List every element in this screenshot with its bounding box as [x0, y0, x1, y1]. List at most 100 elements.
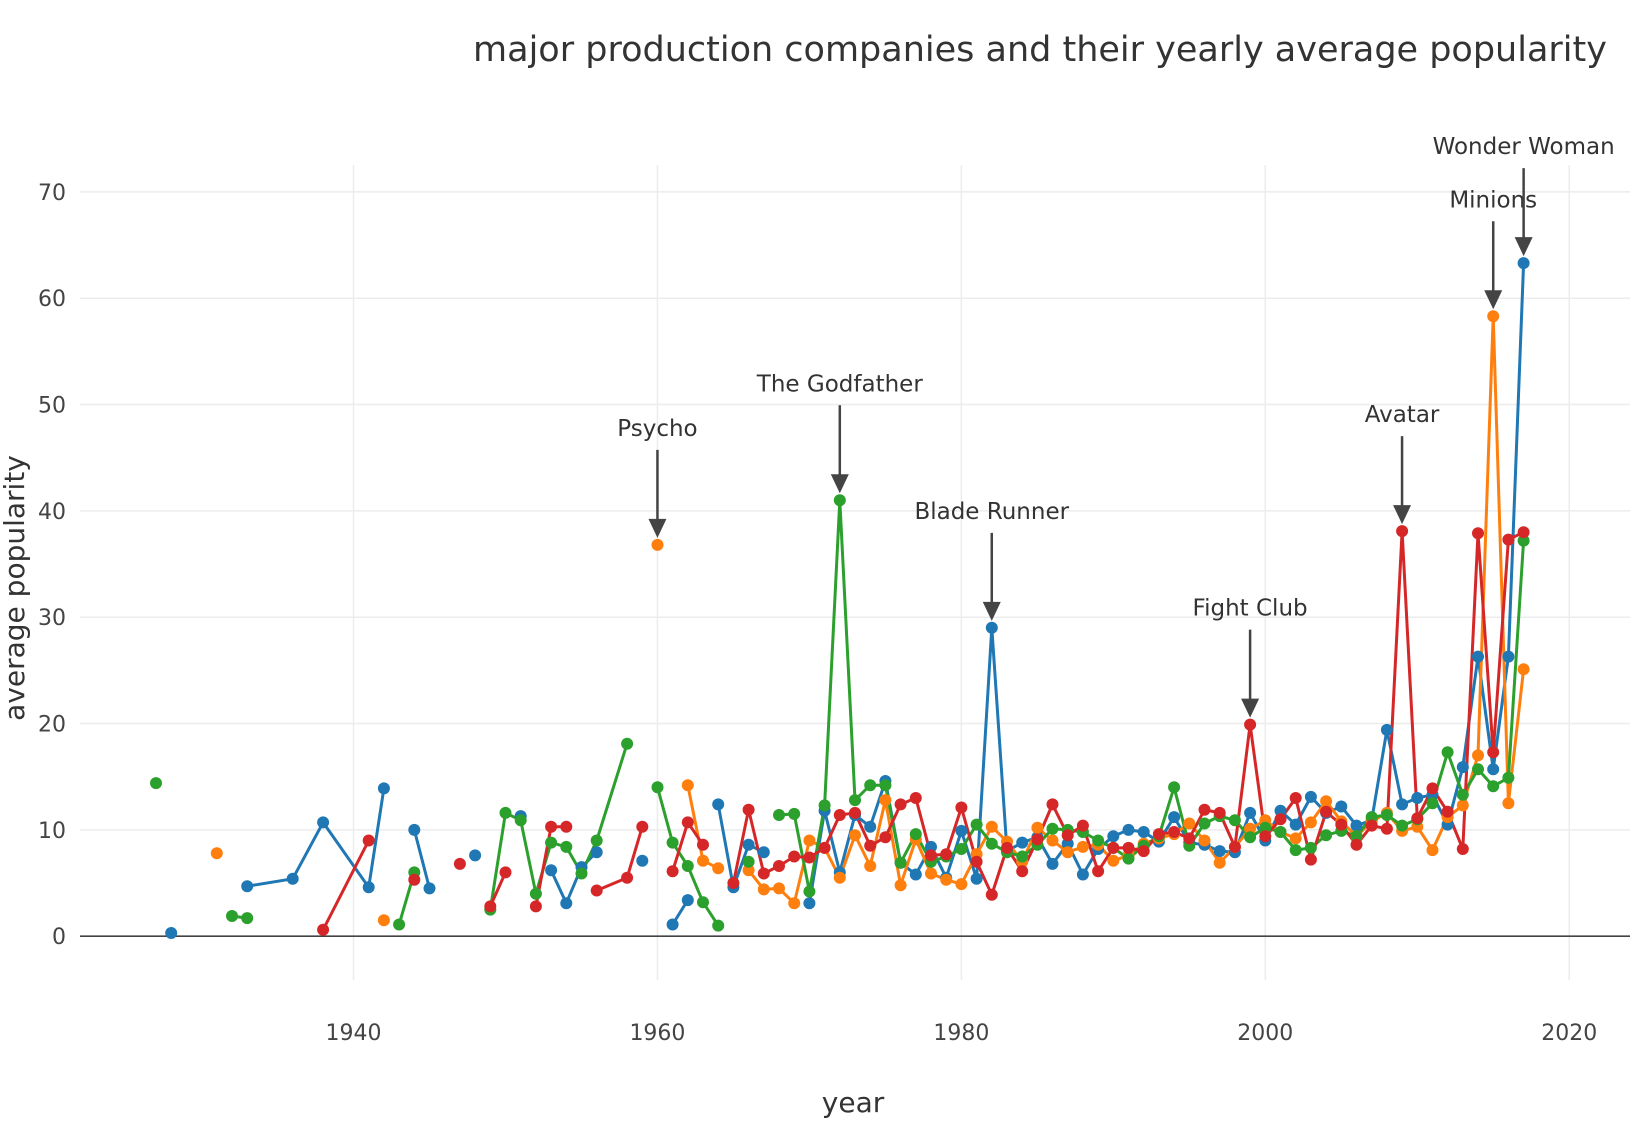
series-point-4[interactable]	[1441, 805, 1454, 818]
series-point-4[interactable]	[803, 851, 816, 864]
series-point-1[interactable]	[681, 894, 694, 907]
series-point-2[interactable]	[697, 854, 709, 867]
series-point-1[interactable]	[1076, 868, 1089, 881]
series-point-4[interactable]	[1076, 819, 1089, 832]
series-point-4[interactable]	[1259, 830, 1272, 843]
series-point-1[interactable]	[1107, 830, 1120, 843]
series-point-3[interactable]	[1365, 811, 1378, 824]
series-point-3[interactable]	[499, 806, 512, 819]
series-point-4[interactable]	[560, 820, 573, 833]
series-point-4[interactable]	[453, 857, 466, 870]
series-point-3[interactable]	[590, 834, 603, 847]
series-point-2[interactable]	[1426, 844, 1439, 857]
series-point-3[interactable]	[1274, 826, 1287, 838]
series-point-4[interactable]	[1502, 533, 1515, 546]
series-point-3[interactable]	[393, 918, 406, 931]
series-point-4[interactable]	[955, 801, 968, 814]
series-point-1[interactable]	[1396, 798, 1409, 811]
series-point-4[interactable]	[1320, 805, 1333, 818]
series-point-1[interactable]	[803, 897, 816, 910]
series-point-3[interactable]	[833, 494, 846, 507]
series-point-4[interactable]	[1487, 746, 1500, 759]
series-point-4[interactable]	[1365, 819, 1378, 832]
series-point-3[interactable]	[651, 781, 664, 794]
series-point-1[interactable]	[864, 820, 877, 833]
series-point-3[interactable]	[712, 919, 725, 932]
series-point-4[interactable]	[1137, 845, 1150, 858]
series-point-4[interactable]	[1228, 840, 1241, 853]
series-point-3[interactable]	[1168, 781, 1181, 794]
series-point-1[interactable]	[636, 854, 649, 867]
series-point-2[interactable]	[879, 794, 892, 807]
series-point-4[interactable]	[849, 806, 861, 819]
series-point-3[interactable]	[1289, 844, 1302, 857]
series-point-2[interactable]	[833, 871, 846, 884]
series-point-3[interactable]	[1502, 771, 1515, 784]
series-point-2[interactable]	[1517, 663, 1530, 676]
series-point-2[interactable]	[925, 867, 937, 880]
series-point-1[interactable]	[1502, 650, 1515, 663]
series-point-4[interactable]	[894, 798, 907, 811]
series-point-4[interactable]	[1456, 843, 1469, 855]
series-point-2[interactable]	[681, 779, 694, 792]
series-point-4[interactable]	[1092, 865, 1105, 878]
series-point-4[interactable]	[499, 866, 512, 879]
series-point-3[interactable]	[575, 867, 588, 880]
series-point-3[interactable]	[697, 896, 709, 909]
series-point-3[interactable]	[1304, 841, 1317, 854]
series-point-4[interactable]	[833, 809, 846, 821]
series-point-2[interactable]	[894, 879, 907, 892]
series-point-2[interactable]	[1289, 832, 1302, 845]
series-point-4[interactable]	[1426, 782, 1439, 795]
series-point-1[interactable]	[1380, 723, 1393, 736]
series-point-4[interactable]	[985, 888, 998, 901]
series-point-2[interactable]	[210, 847, 223, 860]
series-point-1[interactable]	[970, 872, 983, 885]
series-point-4[interactable]	[970, 855, 983, 868]
series-point-1[interactable]	[925, 840, 937, 853]
series-point-2[interactable]	[773, 882, 785, 895]
series-point-2[interactable]	[1320, 795, 1333, 808]
series-point-1[interactable]	[712, 798, 725, 811]
series-point-2[interactable]	[1061, 846, 1074, 859]
series-point-2[interactable]	[788, 897, 801, 910]
series-point-3[interactable]	[150, 777, 162, 790]
series-point-1[interactable]	[985, 621, 998, 634]
series-point-4[interactable]	[1016, 865, 1029, 878]
series-point-3[interactable]	[529, 887, 542, 900]
series-point-3[interactable]	[1198, 817, 1211, 830]
series-point-4[interactable]	[1031, 833, 1044, 846]
series-point-4[interactable]	[788, 850, 801, 863]
series-point-1[interactable]	[560, 897, 573, 910]
series-point-1[interactable]	[1061, 837, 1074, 850]
series-point-4[interactable]	[590, 884, 603, 897]
series-point-4[interactable]	[317, 923, 330, 936]
series-point-3[interactable]	[1244, 831, 1257, 844]
series-point-2[interactable]	[1198, 834, 1211, 847]
series-point-2[interactable]	[742, 864, 755, 877]
series-point-2[interactable]	[1456, 799, 1469, 812]
series-point-4[interactable]	[681, 816, 694, 829]
series-point-2[interactable]	[955, 878, 968, 891]
series-point-3[interactable]	[1517, 534, 1530, 547]
series-point-2[interactable]	[1244, 822, 1257, 835]
series-point-3[interactable]	[970, 818, 983, 831]
series-point-2[interactable]	[940, 873, 953, 886]
series-point-1[interactable]	[1016, 836, 1029, 849]
series-point-3[interactable]	[849, 794, 861, 807]
series-point-3[interactable]	[985, 837, 998, 850]
series-point-1[interactable]	[469, 849, 482, 862]
series-point-3[interactable]	[681, 860, 694, 872]
series-point-4[interactable]	[1152, 828, 1165, 841]
series-point-1[interactable]	[1517, 257, 1530, 270]
series-point-1[interactable]	[1244, 806, 1257, 819]
series-point-2[interactable]	[712, 862, 725, 875]
series-point-3[interactable]	[1092, 834, 1105, 847]
series-point-1[interactable]	[1274, 804, 1287, 817]
series-point-1[interactable]	[165, 927, 178, 939]
series-point-4[interactable]	[742, 803, 755, 816]
series-point-4[interactable]	[529, 900, 542, 913]
series-point-3[interactable]	[1396, 819, 1409, 832]
series-point-4[interactable]	[666, 865, 679, 878]
series-point-3[interactable]	[803, 885, 816, 898]
